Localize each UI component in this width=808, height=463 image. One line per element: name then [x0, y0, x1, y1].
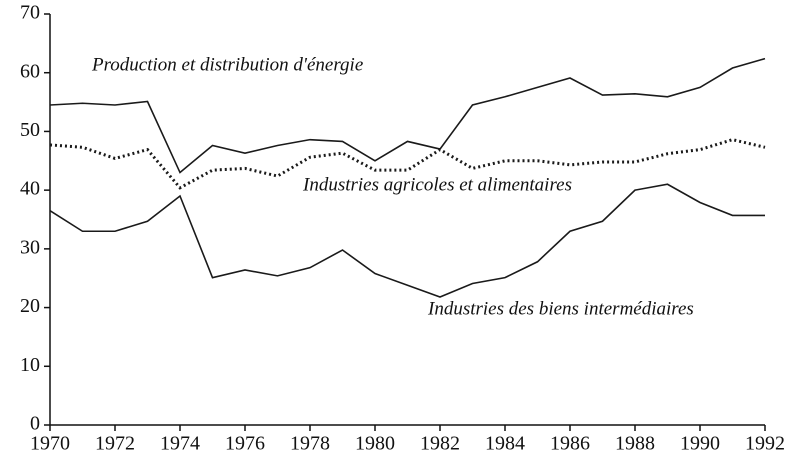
- x-tick-label: 1982: [420, 433, 460, 455]
- x-tick-label: 1974: [160, 433, 200, 455]
- series-label: Industries agricoles et alimentaires: [302, 174, 572, 195]
- x-tick-label: 1984: [485, 433, 525, 455]
- y-tick-label: 10: [20, 354, 40, 376]
- y-tick-label: 30: [20, 236, 40, 258]
- y-tick-label: 60: [20, 60, 40, 82]
- series-line: [49, 183, 765, 298]
- x-tick-label: 1992: [745, 433, 785, 455]
- y-tick-label: 70: [20, 2, 40, 24]
- x-tick-label: 1970: [30, 433, 70, 455]
- x-tick-label: 1976: [225, 433, 265, 455]
- y-tick-label: 0: [30, 413, 40, 435]
- x-tick-label: 1986: [550, 433, 590, 455]
- x-tick-label: 1990: [680, 433, 720, 455]
- y-tick-label: 40: [20, 178, 40, 200]
- x-tick-label: 1972: [95, 433, 135, 455]
- x-tick-label: 1988: [615, 433, 655, 455]
- y-tick-label: 20: [20, 295, 40, 317]
- x-tick-label: 1980: [355, 433, 395, 455]
- series-line: [49, 57, 766, 174]
- series-label: Production et distribution d'énergie: [91, 54, 363, 75]
- x-tick-label: 1978: [290, 433, 330, 455]
- series-label: Industries des biens intermédiaires: [427, 298, 694, 319]
- y-tick-label: 50: [20, 119, 40, 141]
